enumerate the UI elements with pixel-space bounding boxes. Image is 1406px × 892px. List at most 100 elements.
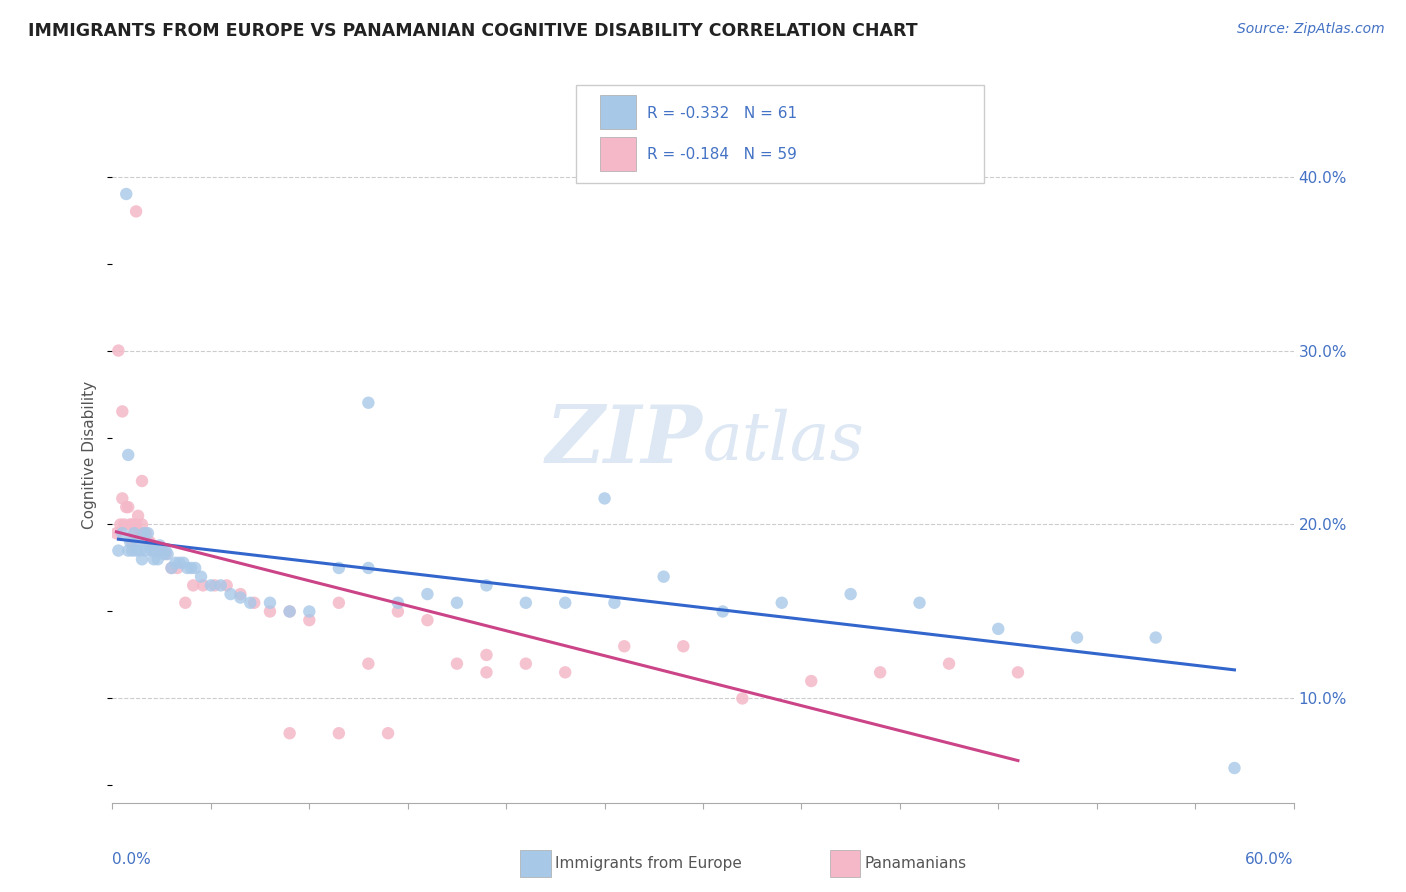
Point: [121, 543, 143, 558]
Point: [328, 596, 350, 610]
Point: [150, 543, 173, 558]
Point: [165, 556, 187, 570]
Text: ZIP: ZIP: [546, 402, 703, 480]
Point: [554, 596, 576, 610]
Point: [111, 491, 134, 506]
Point: [243, 596, 266, 610]
Point: [169, 556, 191, 570]
Point: [145, 543, 167, 558]
Point: [125, 543, 148, 558]
Point: [117, 448, 139, 462]
Text: 60.0%: 60.0%: [1246, 852, 1294, 866]
Point: [1066, 631, 1088, 645]
Point: [146, 552, 169, 566]
Text: atlas: atlas: [703, 409, 865, 474]
Point: [416, 587, 439, 601]
Point: [987, 622, 1010, 636]
Point: [150, 543, 173, 558]
Point: [711, 605, 734, 619]
Point: [239, 596, 262, 610]
Text: Panamanians: Panamanians: [865, 856, 967, 871]
Point: [515, 596, 537, 610]
Point: [200, 578, 222, 592]
Point: [127, 508, 149, 523]
Point: [131, 474, 153, 488]
Point: [152, 547, 174, 561]
Point: [191, 578, 214, 592]
Point: [475, 648, 498, 662]
Point: [129, 543, 152, 558]
Point: [554, 665, 576, 680]
Point: [181, 578, 204, 592]
Point: [121, 534, 143, 549]
Point: [278, 605, 301, 619]
Point: [731, 691, 754, 706]
Point: [129, 526, 152, 541]
Point: [475, 578, 498, 592]
Point: [1144, 631, 1167, 645]
Point: [328, 726, 350, 740]
Point: [139, 538, 162, 552]
Text: Immigrants from Europe: Immigrants from Europe: [555, 856, 742, 871]
Point: [446, 657, 468, 671]
Point: [652, 570, 675, 584]
Point: [110, 517, 132, 532]
Point: [603, 596, 626, 610]
Text: IMMIGRANTS FROM EUROPE VS PANAMANIAN COGNITIVE DISABILITY CORRELATION CHART: IMMIGRANTS FROM EUROPE VS PANAMANIAN COG…: [28, 22, 918, 40]
Point: [357, 657, 380, 671]
Point: [190, 570, 212, 584]
Point: [105, 526, 128, 541]
Point: [204, 578, 226, 592]
Point: [839, 587, 862, 601]
Point: [107, 543, 129, 558]
Point: [215, 578, 238, 592]
Point: [357, 561, 380, 575]
Point: [136, 526, 159, 541]
Point: [298, 605, 321, 619]
Point: [142, 552, 165, 566]
Point: [156, 547, 179, 561]
Point: [259, 596, 281, 610]
Point: [122, 526, 145, 541]
Point: [125, 204, 148, 219]
Point: [1223, 761, 1246, 775]
Point: [136, 534, 159, 549]
Point: [515, 657, 537, 671]
Point: [908, 596, 931, 610]
Point: [141, 543, 163, 558]
Point: [115, 500, 138, 514]
Point: [111, 526, 134, 541]
Point: [120, 517, 142, 532]
Point: [160, 561, 183, 575]
Point: [111, 404, 134, 418]
Point: [107, 343, 129, 358]
Point: [115, 186, 138, 201]
Point: [174, 596, 197, 610]
Point: [131, 517, 153, 532]
Point: [229, 587, 252, 601]
Point: [120, 534, 142, 549]
Point: [229, 591, 252, 605]
Point: [117, 543, 139, 558]
Point: [132, 526, 155, 541]
Point: [155, 547, 177, 561]
Point: [613, 639, 636, 653]
Point: [142, 543, 165, 558]
Point: [132, 526, 155, 541]
Point: [131, 552, 153, 566]
Point: [184, 561, 207, 575]
Point: [135, 526, 157, 541]
Text: R = -0.184   N = 59: R = -0.184 N = 59: [647, 147, 797, 161]
Point: [770, 596, 793, 610]
Y-axis label: Cognitive Disability: Cognitive Disability: [82, 381, 97, 529]
Point: [149, 538, 172, 552]
Point: [869, 665, 891, 680]
Point: [112, 517, 135, 532]
Point: [209, 578, 232, 592]
Point: [938, 657, 960, 671]
Point: [155, 543, 177, 558]
Point: [166, 561, 188, 575]
Point: [127, 534, 149, 549]
Text: Source: ZipAtlas.com: Source: ZipAtlas.com: [1237, 22, 1385, 37]
Point: [475, 665, 498, 680]
